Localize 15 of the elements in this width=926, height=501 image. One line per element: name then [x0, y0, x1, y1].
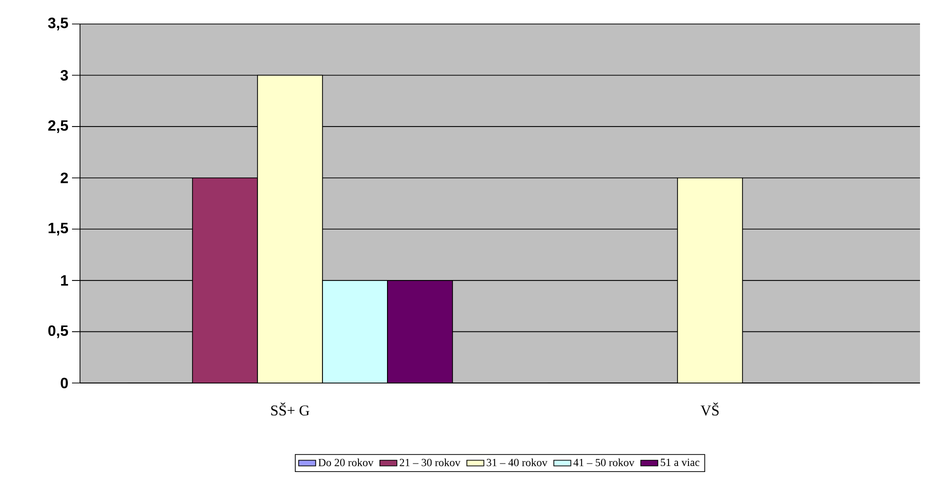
y-tick-label: 1	[61, 275, 68, 286]
y-tick-label: 0,5	[48, 325, 68, 338]
legend-label: 31 – 40 rokov	[486, 458, 548, 466]
legend-label: 21 – 30 rokov	[400, 458, 460, 466]
y-tick-label: 1,5	[48, 222, 68, 236]
legend-label: 41 – 50 rokov	[573, 458, 634, 466]
legend-label: 51 a viac	[660, 458, 700, 466]
x-tick-label: VŠ	[700, 402, 719, 416]
y-tick-label: 0	[60, 378, 68, 388]
y-tick-label: 2,5	[48, 120, 68, 133]
x-tick-label: SŠ+ G	[271, 402, 310, 416]
y-tick-label: 2	[60, 172, 68, 184]
y-tick-label: 3,5	[48, 18, 68, 30]
y-tick-label: 3	[60, 70, 68, 81]
legend-label: Do 20 rokov	[318, 458, 374, 466]
